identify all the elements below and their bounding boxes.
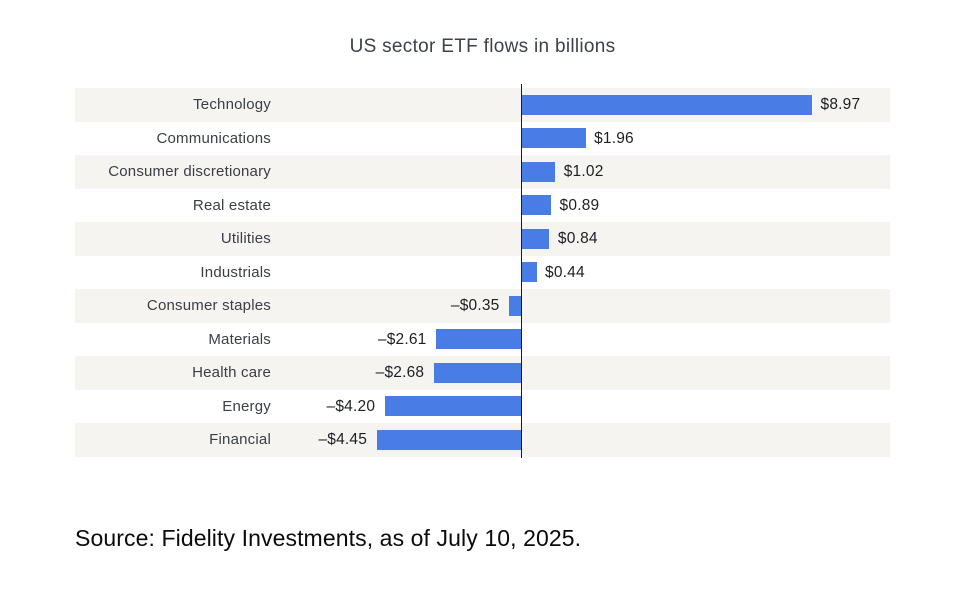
category-label: Consumer staples — [146, 297, 271, 314]
category-label: Health care — [192, 364, 271, 381]
bar — [522, 161, 556, 182]
value-label: –$4.20 — [326, 397, 376, 415]
chart-row: Energy –$4.20 — [75, 390, 890, 424]
zero-axis-line — [520, 84, 523, 458]
chart-row: Consumer staples –$0.35 — [75, 289, 890, 323]
bar — [509, 295, 521, 316]
value-label: $1.02 — [563, 163, 604, 180]
chart-row: Technology $8.97 — [75, 88, 890, 122]
source-note: Source: Fidelity Investments, as of July… — [75, 525, 582, 551]
chart-row: Financial –$4.45 — [75, 423, 890, 457]
bar — [522, 195, 552, 216]
value-label: –$2.68 — [375, 364, 425, 381]
category-label: Materials — [208, 330, 271, 348]
value-label: $0.84 — [557, 230, 598, 247]
bar — [434, 362, 521, 383]
value-label: –$2.61 — [377, 330, 427, 348]
bar — [522, 228, 550, 249]
value-label: $0.44 — [545, 263, 585, 281]
category-label: Technology — [193, 96, 271, 113]
category-label: Real estate — [192, 196, 271, 214]
sector-etf-bar-chart: Technology $8.97 Communications $1.96 Consum… — [75, 84, 890, 458]
category-label: Communications — [156, 129, 271, 147]
chart-row: Materials –$2.61 — [75, 323, 890, 357]
chart-row: Health care –$2.68 — [75, 356, 890, 390]
chart-row: Utilities $0.84 — [75, 222, 890, 256]
bar — [522, 262, 537, 283]
category-label: Consumer discretionary — [108, 163, 271, 180]
value-label: $1.96 — [594, 129, 634, 147]
bar — [385, 396, 521, 417]
value-label: $8.97 — [820, 96, 861, 113]
bar — [377, 429, 521, 450]
chart-row: Industrials $0.44 — [75, 256, 890, 290]
value-label: –$0.35 — [450, 297, 500, 314]
bar — [522, 128, 586, 149]
category-label: Industrials — [200, 263, 271, 281]
value-label: –$4.45 — [318, 431, 368, 448]
category-label: Utilities — [220, 230, 271, 247]
bar — [436, 329, 521, 350]
chart-row: Real estate $0.89 — [75, 189, 890, 223]
value-label: $0.89 — [559, 196, 600, 214]
category-label: Financial — [209, 431, 271, 448]
chart-row: Consumer discretionary $1.02 — [75, 155, 890, 189]
chart-title: US sector ETF flows in billions — [349, 36, 616, 57]
chart-row: Communications $1.96 — [75, 122, 890, 156]
category-label: Energy — [222, 397, 271, 415]
bar — [522, 94, 813, 115]
